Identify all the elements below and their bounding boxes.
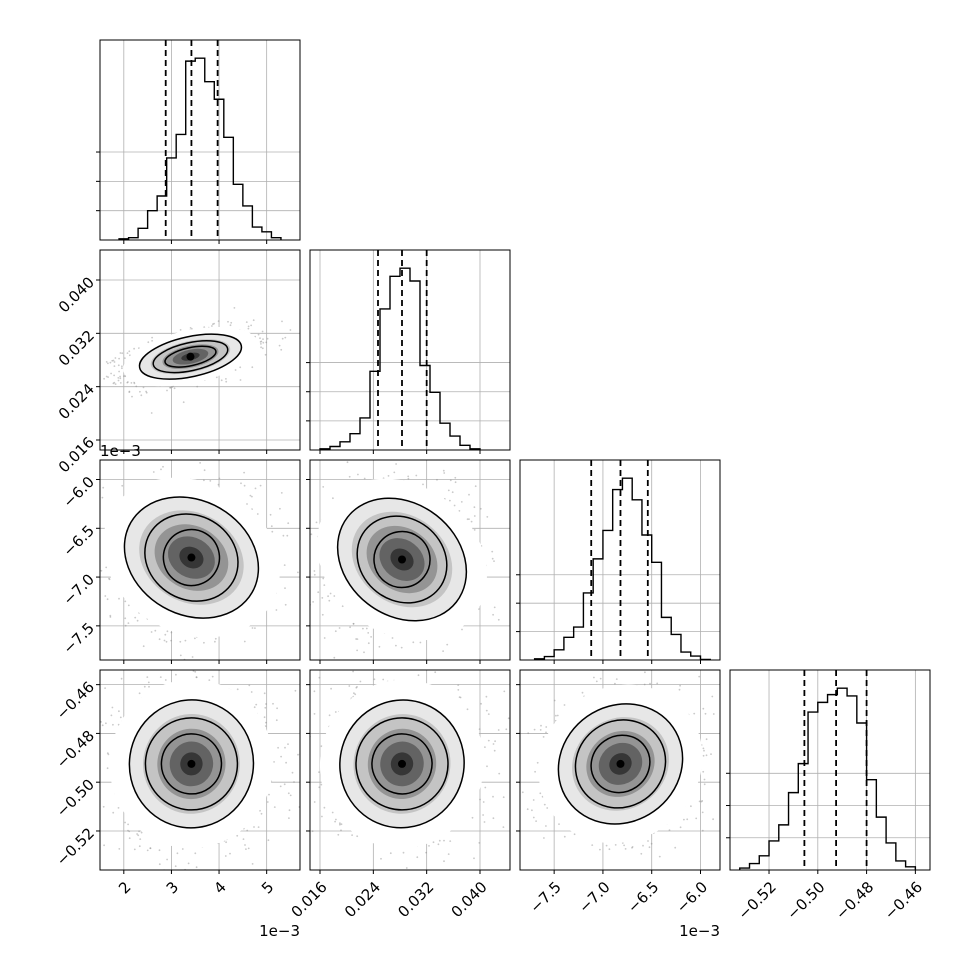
density-peak <box>616 759 625 768</box>
density-content <box>310 461 500 659</box>
grid <box>100 40 300 240</box>
contour-1 <box>355 717 449 811</box>
density-peak <box>186 352 195 361</box>
y-tick-label: −6.5 <box>60 522 98 560</box>
panel-frame <box>99 39 301 241</box>
scatter-panel-3-1 <box>306 669 511 874</box>
scatter-panel-2-1 <box>306 459 511 664</box>
y-tick-label: 0.016 <box>55 433 98 476</box>
density-content <box>100 670 300 870</box>
x-tick-label: −0.52 <box>735 878 780 923</box>
x-tick-label: −0.48 <box>832 878 877 923</box>
density-peak <box>187 759 196 768</box>
x-tick-label: −0.50 <box>783 878 828 923</box>
contour-0 <box>371 733 433 795</box>
x-tick-label: 5 <box>258 878 277 897</box>
y-tick-label: −6.0 <box>60 473 98 511</box>
y-tick-label: 0.024 <box>55 380 98 423</box>
scatter-panel-2-0 <box>96 459 301 664</box>
hist-content <box>739 670 917 870</box>
contour-0 <box>164 345 217 368</box>
y-tick-label: −0.46 <box>53 678 98 723</box>
x-tick-label: 2 <box>115 878 134 897</box>
hist-content <box>533 460 711 660</box>
panel-frame <box>519 669 721 871</box>
density-content <box>521 671 715 858</box>
histogram-2 <box>533 477 711 660</box>
scatter-panel-3-2 <box>516 669 721 874</box>
scatter-panel-3-0 <box>96 669 301 874</box>
contour-1 <box>144 717 239 811</box>
x-tick-label: −6.5 <box>624 878 662 916</box>
x-tick-label: 3 <box>163 878 182 897</box>
x-tick-label: −6.0 <box>673 878 711 916</box>
x-tick-label: −7.5 <box>526 878 564 916</box>
density-content <box>103 307 292 414</box>
panel-frame <box>99 459 301 661</box>
panel-frame <box>519 459 721 661</box>
x-tick-label: 0.016 <box>288 878 331 921</box>
x-offset-label: 1e−3 <box>679 922 720 940</box>
contour-1 <box>152 340 229 374</box>
hist-content <box>118 40 282 240</box>
hist-content <box>319 250 481 450</box>
x-tick-label: 0.024 <box>341 878 384 921</box>
contour-1 <box>574 719 667 809</box>
y-offset-label: 1e−3 <box>100 442 141 460</box>
contour-2 <box>336 497 468 622</box>
panel-frame <box>309 459 511 661</box>
contour-0 <box>160 733 223 795</box>
y-tick-label: −7.5 <box>60 619 98 657</box>
y-tick-label: −0.52 <box>53 824 98 869</box>
density-peak <box>398 555 406 564</box>
y-tick-label: −0.48 <box>53 727 98 772</box>
scatter-panel-1-0 <box>96 249 301 454</box>
contour-0 <box>162 528 221 587</box>
contour-1 <box>356 515 448 604</box>
hist-panel-3 <box>726 669 931 874</box>
x-tick-label: −7.0 <box>575 878 613 916</box>
contour-2 <box>128 699 255 829</box>
y-tick-label: 0.040 <box>55 273 98 316</box>
x-tick-label: −0.46 <box>881 878 926 923</box>
x-tick-label: 0.040 <box>448 878 491 921</box>
contour-2 <box>339 699 465 829</box>
contour-2 <box>138 333 243 380</box>
panel-frame <box>99 669 301 871</box>
histogram-1 <box>319 267 481 450</box>
contour-1 <box>144 513 239 602</box>
density-content <box>310 670 510 870</box>
y-tick-label: −0.50 <box>53 775 98 820</box>
contour-0 <box>590 734 651 794</box>
density-content <box>100 462 299 660</box>
contour-2 <box>123 496 260 619</box>
hist-panel-2 <box>516 459 721 664</box>
y-tick-label: −7.0 <box>60 570 98 608</box>
panel-frame <box>99 249 301 451</box>
panel-frame <box>309 669 511 871</box>
x-tick-label: 0.032 <box>394 878 437 921</box>
panel-frame <box>729 669 931 871</box>
x-offset-label: 1e−3 <box>259 922 300 940</box>
histogram-3 <box>739 687 917 870</box>
histogram-0 <box>118 57 282 240</box>
contour-0 <box>373 530 431 589</box>
grid <box>730 670 930 870</box>
hist-panel-1 <box>306 249 511 454</box>
x-tick-label: 4 <box>210 878 229 897</box>
density-peak <box>187 553 196 562</box>
contour-2 <box>557 703 684 825</box>
y-tick-label: 0.032 <box>55 327 98 370</box>
density-peak <box>398 759 406 768</box>
hist-panel-0 <box>96 39 301 244</box>
panel-frame <box>309 249 511 451</box>
